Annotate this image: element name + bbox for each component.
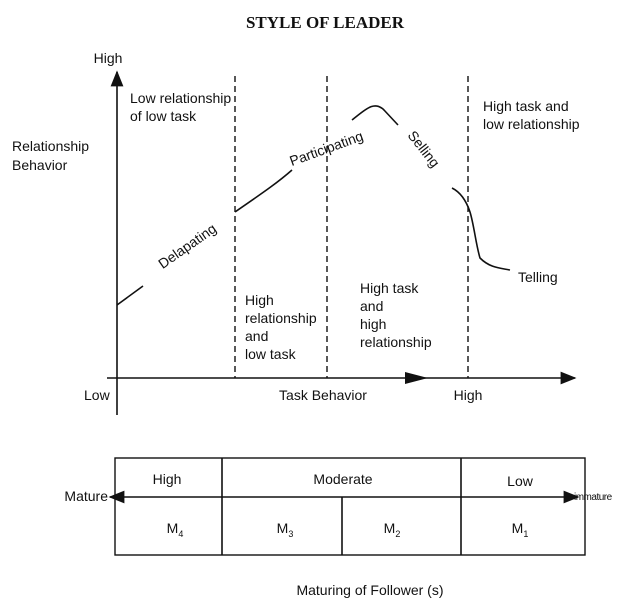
quadrant-text: low task: [245, 346, 297, 362]
level: Moderate: [313, 471, 372, 487]
cell-sub: 2: [395, 529, 400, 539]
quadrant-text: High task and: [483, 98, 569, 114]
maturity-cell: M3: [277, 520, 294, 539]
quadrant-text: high: [360, 316, 386, 332]
axis-arrowhead: [405, 372, 428, 384]
quadrant-text: and: [360, 298, 383, 314]
quadrant-text: of low task: [130, 108, 197, 124]
y-high: High: [94, 50, 123, 66]
quadrant-text: low relationship: [483, 116, 580, 132]
curve-label: Delapating: [155, 220, 219, 272]
curve: [451, 187, 511, 271]
cell-base: M: [384, 520, 396, 536]
y-label: Relationship: [12, 138, 89, 154]
quadrant-text: and: [245, 328, 268, 344]
maturity-cell: M1: [512, 520, 529, 539]
quadrant-text: High: [245, 292, 274, 308]
curve-label: Participating: [287, 128, 365, 169]
cell-base: M: [512, 520, 524, 536]
quadrant-text: relationship: [360, 334, 432, 350]
curve: [351, 105, 399, 126]
immature-label: immature: [574, 492, 613, 503]
cell-base: M: [167, 520, 179, 536]
y-label: Behavior: [12, 157, 68, 173]
curve-label: Selling: [405, 127, 443, 170]
cell-sub: 4: [178, 529, 183, 539]
maturity-cell: M2: [384, 520, 401, 539]
x-high: High: [454, 387, 483, 403]
level: High: [153, 471, 182, 487]
quadrant-text: High task: [360, 280, 419, 296]
caption: Maturing of Follower (s): [296, 582, 443, 598]
cell-base: M: [277, 520, 289, 536]
curve: [116, 285, 144, 306]
mature-label: Mature: [64, 488, 108, 504]
curve-label: Telling: [518, 269, 558, 285]
curve: [234, 169, 293, 213]
level: Low: [507, 473, 534, 489]
quadrant-text: relationship: [245, 310, 317, 326]
x-label: Task Behavior: [279, 387, 367, 403]
quadrant-text: Low relationship: [130, 90, 231, 106]
cell-sub: 1: [523, 529, 528, 539]
cell-sub: 3: [288, 529, 293, 539]
maturity-cell: M4: [167, 520, 184, 539]
title: STYLE OF LEADER: [246, 13, 405, 32]
maturity-box: [114, 457, 586, 556]
x-low: Low: [84, 387, 111, 403]
